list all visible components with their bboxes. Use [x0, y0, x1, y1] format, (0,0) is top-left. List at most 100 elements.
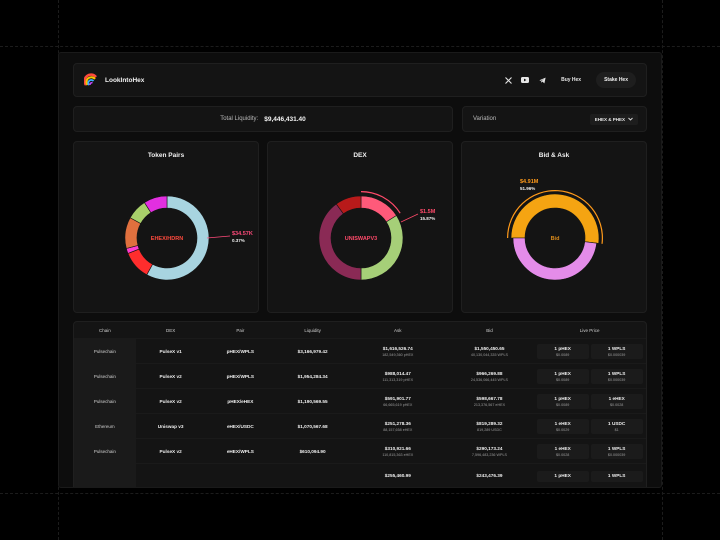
callout-value: $1.5M — [420, 209, 436, 215]
liquidity-value: $610,094.90 — [299, 448, 326, 454]
total-liquidity-card: Total Liquidity: $9,446,431.40 — [73, 106, 453, 132]
table-row[interactable]: Pulsechain PulseX v1 pHEX/WPLS $3,166,979.4… — [74, 338, 646, 363]
callout-percent: 15.87% — [420, 216, 435, 221]
telegram-icon[interactable] — [538, 76, 546, 84]
guide-line — [0, 493, 720, 494]
donut-slice[interactable] — [360, 195, 397, 223]
price-box: 1 eHEX $0.0028 — [536, 443, 589, 459]
bid-cell: $290,173.24 7,596,483,236 WPLS — [445, 438, 534, 463]
liquidity-value: $1,954,284.34 — [297, 373, 328, 379]
chain-name: Pulsechain — [93, 348, 116, 354]
chart-title: Token Pairs — [147, 152, 185, 159]
callout-percent: 0.37% — [232, 238, 245, 243]
bid-value: $819,289.32 — [476, 420, 503, 426]
pair-cell: pHEX/WPLS — [205, 338, 276, 363]
callout-line — [206, 235, 231, 239]
price-value: $0.0029 — [555, 427, 570, 432]
column-header[interactable]: Pair — [236, 327, 245, 333]
bid-cell: $819,289.32 819,289 USDC — [445, 413, 534, 438]
donut-slice[interactable] — [144, 195, 168, 214]
live-price-cell: 1 pHEX $0.0089 1 WPLS $0.000039 — [533, 363, 646, 388]
table-row[interactable]: Ethereum Uniswap v3 eHEX/USDC $1,070,567.68… — [74, 413, 646, 438]
bid-value: $598,667.78 — [476, 395, 503, 401]
table-row[interactable]: $255,460.99 $243,476.39 1 pHEX 1 WPLS — [74, 463, 646, 487]
donut-slice[interactable] — [510, 193, 600, 244]
chain-cell: Pulsechain — [74, 338, 136, 363]
chain-name: Pulsechain — [93, 448, 116, 454]
price-box: 1 WPLS $0.000039 — [590, 368, 643, 384]
price-box: 1 WPLS $0.000039 — [590, 343, 643, 359]
donut-slice[interactable] — [146, 195, 210, 281]
column-header[interactable]: DEX — [165, 327, 176, 333]
variation-label: Variation — [473, 116, 497, 122]
liquidity-cell — [275, 463, 350, 487]
column-header[interactable]: Ask — [394, 327, 402, 333]
dex-cell — [135, 463, 206, 487]
guide-line — [0, 46, 720, 47]
column-header[interactable]: Chain — [99, 327, 111, 333]
price-box: 1 WPLS — [590, 470, 643, 482]
variation-selected-value: EHEX & PHEX — [594, 116, 625, 122]
ask-cell: $310,921.66 110,815,363 eHEX — [349, 438, 446, 463]
column-header[interactable]: Liquidity — [304, 327, 321, 333]
pair-cell: eHEX/WPLS — [205, 438, 276, 463]
column-header[interactable]: Bid — [486, 327, 493, 333]
pair-name: eHEX/USDC — [226, 423, 254, 429]
bid-value: $966,269.88 — [476, 370, 503, 376]
chain-name: Ethereum — [95, 423, 115, 429]
ask-cell: $255,460.99 — [349, 463, 446, 487]
dex-cell: PulseX v2 — [135, 363, 206, 388]
donut-slice[interactable] — [512, 237, 598, 281]
lookintohex-logo-icon[interactable] — [83, 73, 98, 87]
bid-cell: $966,269.88 24,536,066,445 WPLS — [445, 363, 534, 388]
donut-slice[interactable] — [127, 248, 153, 276]
stake-hex-button[interactable]: Stake Hex — [596, 72, 636, 88]
price-value: $0.0028 — [609, 402, 624, 407]
column-header[interactable]: Live Price — [579, 327, 600, 333]
table-row[interactable]: Pulsechain PulseX v2 pHEX/WPLS $1,954,284.3… — [74, 363, 646, 388]
price-unit: 1 WPLS — [607, 345, 626, 351]
donut-slice[interactable] — [335, 195, 362, 215]
live-price-cell: 1 pHEX 1 WPLS — [533, 463, 646, 487]
live-price-cell: 1 pHEX $0.0089 1 eHEX $0.0028 — [533, 388, 646, 413]
live-price-cell: 1 pHEX $0.0089 1 WPLS $0.000039 — [533, 338, 646, 363]
price-value: $1 — [614, 427, 619, 432]
app-window: LookIntoHex Buy Hex Stake Hex Total Liqu… — [58, 52, 662, 488]
variation-select[interactable]: EHEX & PHEX — [589, 113, 638, 125]
dex-name: PulseX v2 — [159, 448, 182, 454]
table-row[interactable]: Pulsechain PulseX v2 eHEX/WPLS $610,094.90 $… — [74, 438, 646, 463]
bid-amount: 213,376,567 eHEX — [473, 402, 506, 407]
chain-cell: Pulsechain — [74, 438, 136, 463]
app-name: LookIntoHex — [105, 76, 145, 84]
total-liquidity-label: Total Liquidity: — [220, 116, 259, 122]
price-unit: 1 WPLS — [607, 370, 626, 376]
table-row[interactable]: Pulsechain PulseX v2 pHEX/eHEX $1,190,569.5… — [74, 388, 646, 413]
ask-value: $988,014.47 — [384, 370, 411, 376]
callout-percent: 51.96% — [520, 186, 535, 191]
price-unit: 1 USDC — [608, 420, 626, 426]
donut-center-label: EHEX/HDRN — [151, 236, 183, 242]
dex-cell: PulseX v1 — [135, 338, 206, 363]
ask-amount: 66,665,619 pHEX — [383, 402, 413, 407]
bid-amount: 24,536,066,445 WPLS — [470, 377, 508, 382]
ask-amount: 182,549,360 pHEX — [382, 352, 414, 357]
donut-slice[interactable] — [318, 203, 362, 281]
price-box: 1 pHEX $0.0089 — [536, 393, 589, 409]
guide-line — [662, 0, 663, 540]
ask-value: $255,460.99 — [384, 472, 411, 478]
x-icon[interactable] — [504, 76, 512, 84]
price-unit: 1 pHEX — [554, 472, 571, 478]
bid-cell: $243,476.39 — [445, 463, 534, 487]
price-unit: 1 WPLS — [607, 445, 626, 451]
ask-amount: 88,157,658 eHEX — [383, 427, 413, 432]
price-box: 1 pHEX $0.0089 — [536, 343, 589, 359]
youtube-icon[interactable] — [521, 76, 530, 84]
pair-cell: pHEX/WPLS — [205, 363, 276, 388]
donut-slice[interactable] — [360, 215, 404, 281]
liquidity-value: $1,070,567.68 — [297, 423, 328, 429]
buy-hex-button[interactable]: Buy Hex — [561, 77, 582, 83]
liquidity-value: $1,190,569.55 — [297, 398, 328, 404]
